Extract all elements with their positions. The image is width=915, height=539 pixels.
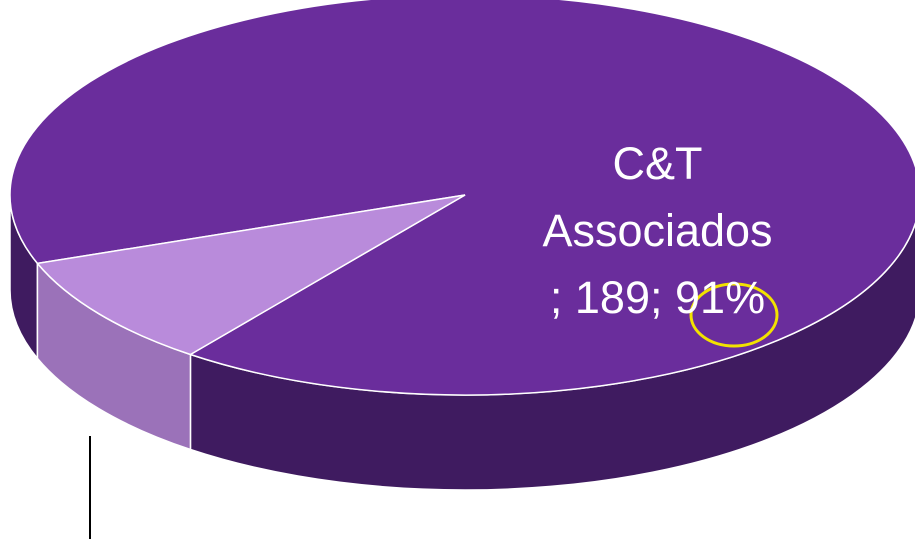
label-value: 189 — [574, 272, 650, 323]
label-separator: ; — [549, 272, 575, 323]
label-separator: ; — [650, 272, 676, 323]
slice — [9, 0, 915, 396]
label-percent: 91% — [675, 272, 766, 323]
tops — [9, 0, 915, 396]
data-label: C&T Associados ; 189; 91% — [515, 130, 800, 331]
slice — [36, 194, 466, 356]
label-category: C&T Associados — [542, 138, 773, 256]
highlight-circle — [689, 282, 779, 348]
